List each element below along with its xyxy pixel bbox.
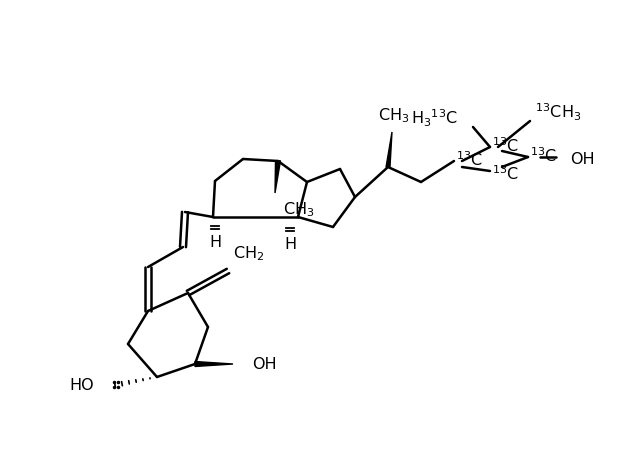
Polygon shape: [275, 162, 280, 194]
Text: OH: OH: [252, 357, 276, 372]
Text: H: H: [209, 235, 221, 250]
Text: $^{13}$C: $^{13}$C: [530, 146, 557, 165]
Polygon shape: [195, 362, 233, 367]
Polygon shape: [386, 133, 392, 168]
Text: $^{13}$C: $^{13}$C: [456, 150, 483, 169]
Text: CH$_3$: CH$_3$: [378, 106, 410, 125]
Text: H$_3$$^{13}$C: H$_3$$^{13}$C: [411, 107, 458, 128]
Text: CH$_2$: CH$_2$: [233, 244, 264, 263]
Text: $^{13}$C: $^{13}$C: [492, 137, 519, 155]
Text: $^{13}$CH$_3$: $^{13}$CH$_3$: [535, 101, 581, 122]
Text: H: H: [284, 237, 296, 252]
Text: OH: OH: [570, 152, 595, 167]
Text: $^{13}$C: $^{13}$C: [492, 164, 519, 183]
Text: HO: HO: [69, 378, 94, 393]
Text: CH$_3$: CH$_3$: [283, 200, 314, 219]
